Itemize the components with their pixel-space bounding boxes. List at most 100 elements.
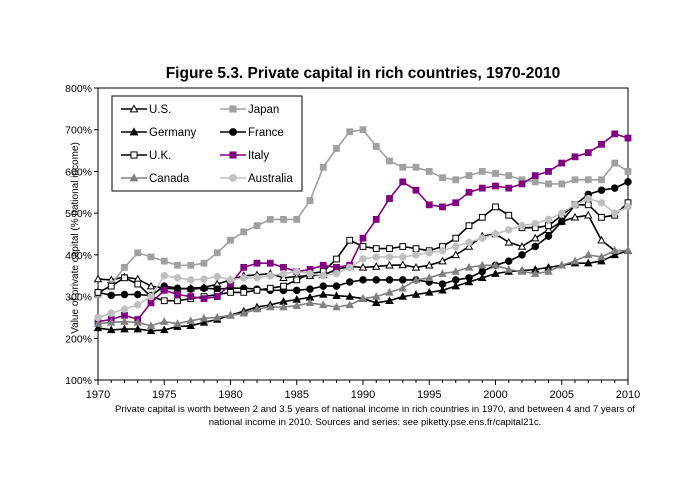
data-point-japan: [372, 143, 380, 150]
data-point-australia: [319, 271, 327, 280]
data-point-germany: [186, 321, 195, 329]
data-point-u-k: [280, 282, 287, 290]
data-point-france: [544, 232, 553, 240]
data-point-u-k: [160, 297, 168, 305]
data-point-australia: [544, 215, 553, 224]
data-point-italy: [187, 293, 195, 300]
data-point-australia: [160, 271, 168, 280]
data-point-france: [465, 274, 473, 282]
data-point-germany: [385, 296, 394, 304]
data-point-canada: [305, 298, 315, 307]
data-point-u-s: [358, 262, 368, 271]
data-point-italy: [545, 168, 552, 175]
data-point-australia: [200, 275, 208, 283]
data-point-u-s: [411, 262, 421, 271]
data-point-u-s: [531, 233, 540, 242]
legend-label: Germany: [149, 127, 197, 139]
data-point-u-k: [266, 284, 274, 292]
data-point-germany: [411, 290, 421, 298]
data-point-italy: [280, 263, 287, 271]
data-point-u-k: [253, 286, 261, 294]
data-point-japan: [227, 236, 234, 244]
data-point-u-k: [399, 243, 407, 250]
data-point-australia: [359, 255, 367, 263]
data-point-canada: [610, 246, 619, 254]
data-point-japan: [624, 168, 632, 175]
legend-label: U.K.: [149, 150, 171, 162]
data-point-australia: [173, 274, 182, 282]
legend-swatch-marker: [129, 127, 139, 136]
y-axis-ticks: 100% 200% 300% 400% 500% 600% 700% 800%: [65, 83, 98, 387]
x-tick-label: 2000: [483, 389, 507, 401]
data-point-france: [478, 267, 486, 276]
data-point-australia: [332, 269, 341, 278]
data-point-france: [385, 276, 394, 284]
x-tick-label: 1980: [218, 389, 242, 401]
data-point-japan: [478, 168, 486, 175]
legend-label: Australia: [248, 173, 293, 185]
data-point-japan: [134, 249, 142, 257]
data-point-u-k: [174, 297, 181, 305]
legend-label: Canada: [149, 173, 190, 185]
y-tick-label: 500%: [65, 208, 92, 220]
data-point-canada: [385, 287, 394, 296]
data-point-canada: [411, 275, 421, 284]
data-point-canada: [93, 319, 103, 327]
series-australia: [94, 194, 632, 322]
data-point-australia: [240, 274, 248, 282]
y-tick-label: 300%: [65, 292, 92, 304]
data-point-germany: [319, 290, 328, 298]
data-point-u-s: [438, 256, 447, 265]
data-point-italy: [386, 195, 393, 202]
data-point-italy: [372, 216, 380, 223]
data-point-france: [399, 276, 407, 284]
data-point-france: [306, 285, 314, 293]
data-point-australia: [611, 209, 619, 217]
data-point-germany: [345, 292, 354, 300]
data-point-france: [518, 251, 526, 259]
data-point-france: [438, 280, 447, 288]
data-point-canada: [266, 302, 275, 311]
data-point-canada: [252, 304, 262, 313]
data-point-japan: [333, 145, 340, 152]
x-tick-label: 1990: [351, 389, 375, 401]
data-point-u-k: [293, 276, 301, 284]
data-point-u-k: [505, 211, 513, 219]
x-tick-label: 1985: [285, 389, 309, 401]
data-point-canada: [425, 273, 434, 282]
data-point-u-k: [492, 203, 499, 211]
data-point-u-s: [597, 235, 606, 244]
data-point-u-s: [451, 250, 460, 259]
data-point-italy: [518, 180, 526, 188]
data-point-germany: [610, 250, 619, 259]
data-point-japan: [187, 261, 195, 269]
data-point-u-k: [545, 222, 552, 230]
legend-swatch-marker: [229, 105, 237, 113]
data-point-japan: [439, 174, 446, 182]
data-point-italy: [492, 182, 499, 190]
x-tick-label: 1975: [152, 389, 176, 401]
data-point-australia: [531, 219, 539, 228]
data-point-japan: [425, 168, 433, 175]
data-point-italy: [439, 203, 446, 211]
x-tick-label: 1995: [417, 389, 441, 401]
data-point-germany: [120, 324, 129, 333]
series-canada: [93, 246, 633, 329]
data-point-japan: [240, 228, 248, 236]
data-point-canada: [213, 312, 222, 321]
data-point-japan: [399, 163, 407, 171]
data-point-u-k: [121, 274, 128, 282]
legend-box: [111, 95, 303, 192]
data-point-japan: [598, 176, 605, 184]
data-point-canada: [292, 301, 301, 309]
data-point-canada: [464, 262, 474, 271]
chart-title: Figure 5.3. Private capital in rich coun…: [166, 65, 561, 82]
data-point-u-k: [227, 289, 234, 296]
data-point-italy: [333, 263, 340, 271]
data-point-canada: [491, 260, 500, 269]
chart-caption: Private capital is worth between 2 and 3…: [115, 404, 635, 428]
data-point-japan: [293, 216, 301, 223]
data-point-u-k: [107, 282, 115, 290]
data-point-france: [293, 286, 301, 295]
